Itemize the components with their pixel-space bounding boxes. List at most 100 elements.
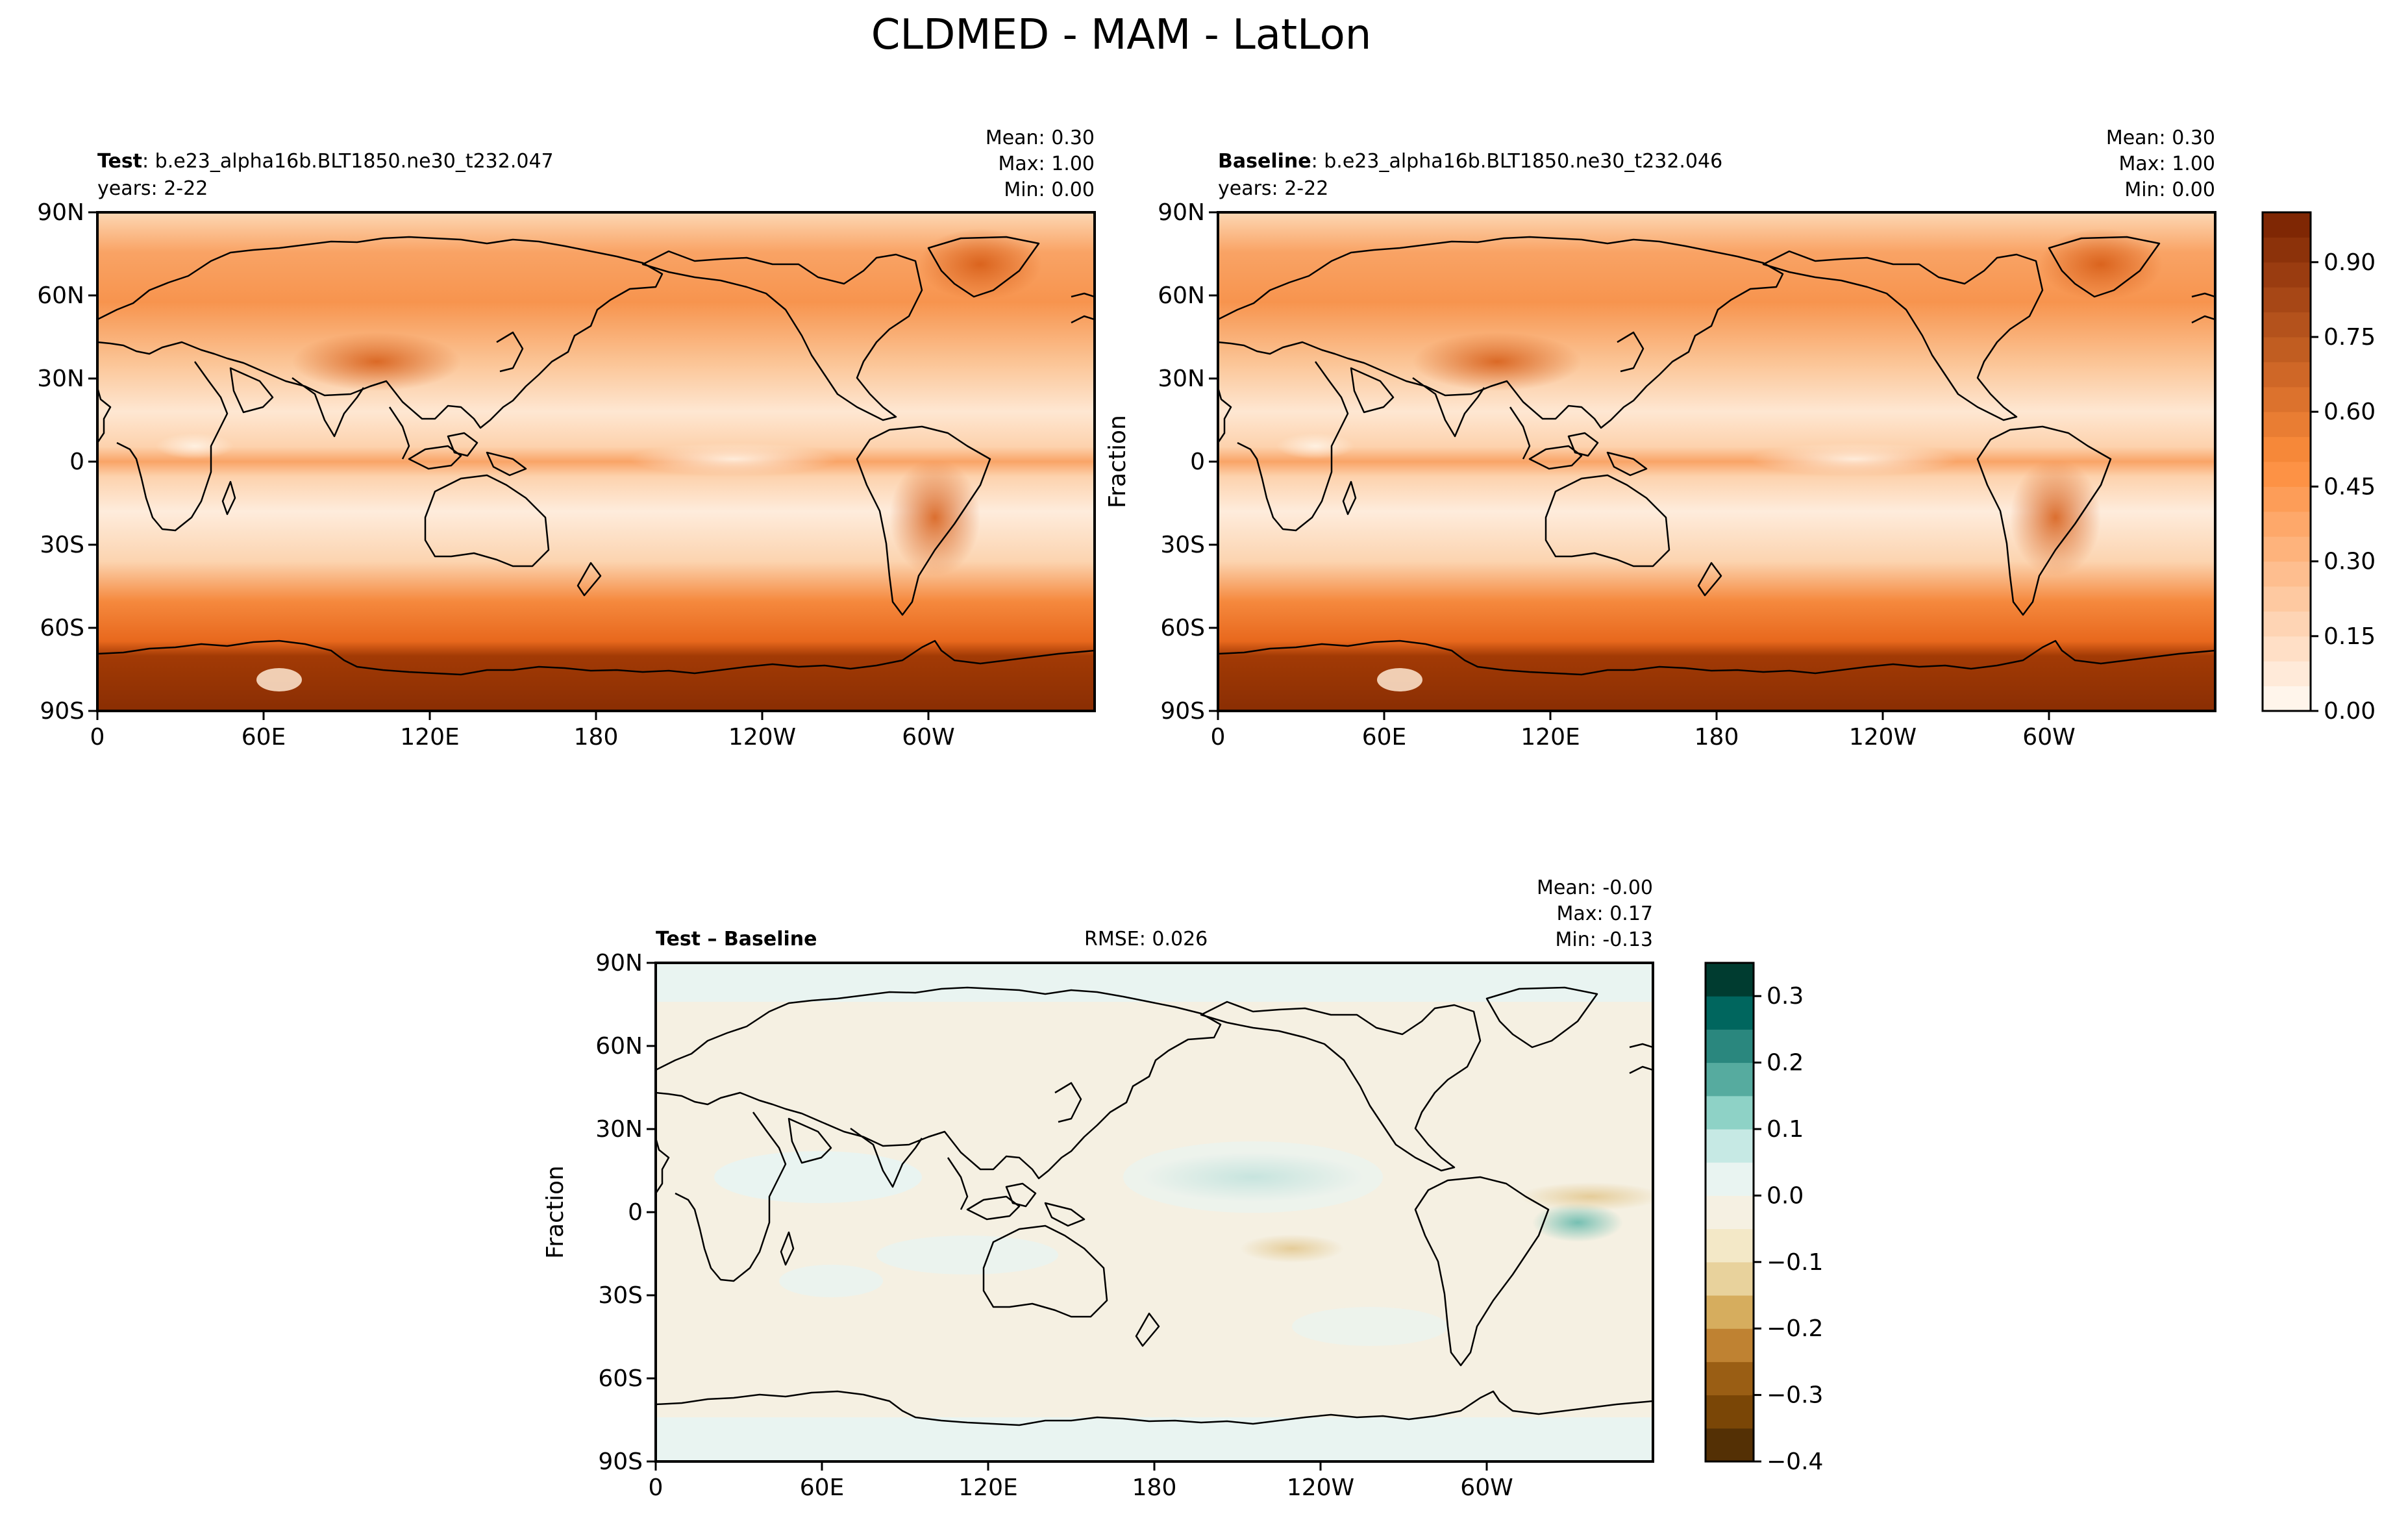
colorbar-main-swatch — [2263, 337, 2311, 362]
panel-diff-label: Test – Baseline — [656, 928, 817, 951]
colorbar-main-tick-label: 0.45 — [2324, 473, 2376, 500]
colorbar-main-frame — [2261, 211, 2312, 712]
panel-test-y-axis: 90N 60N 30N 0 30S 60S 90S — [37, 199, 97, 725]
colorbar-main-swatch — [2263, 237, 2311, 263]
panel-baseline-x-axis: 0 60E 120E 180 120W 60W — [1211, 711, 2076, 751]
colorbar-diff-swatch — [1706, 1328, 1754, 1362]
panel-diff-heatmap — [656, 963, 1653, 1461]
panel-test-label: Test: b.e23_alpha16b.BLT1850.ne30_t232.0… — [97, 150, 554, 173]
x-tick-label: 120W — [1849, 724, 1917, 751]
panel-baseline-label: Baseline: b.e23_alpha16b.BLT1850.ne30_t2… — [1218, 150, 1722, 173]
colorbar-diff-tick-label: −0.2 — [1767, 1315, 1823, 1342]
y-tick-label: 60N — [1158, 282, 1205, 309]
colorbar-diff-swatch — [1706, 1428, 1754, 1462]
y-tick-label: 60S — [1160, 615, 1205, 641]
colorbar-main-swatch — [2263, 661, 2311, 687]
panel-baseline-years: years: 2-22 — [1218, 177, 1328, 200]
colorbar-main-swatch — [2263, 586, 2311, 612]
x-tick-label: 60E — [242, 724, 286, 751]
x-tick-label: 120E — [1521, 724, 1580, 751]
colorbar-diff-tick-label: −0.3 — [1767, 1382, 1823, 1409]
y-tick-label: 0 — [1190, 449, 1205, 475]
y-tick-label: 30N — [1158, 366, 1205, 392]
colorbar-main-swatch — [2263, 462, 2311, 487]
panel-diff-rmse: RMSE: 0.026 — [1084, 928, 1208, 951]
x-tick-label: 60E — [1362, 724, 1407, 751]
x-tick-label: 180 — [1694, 724, 1739, 751]
colorbar-main-swatch — [2263, 611, 2311, 637]
panel-baseline-label-bold: Baseline — [1218, 150, 1311, 173]
colorbar-main-swatch — [2263, 312, 2311, 338]
y-tick-label: 90N — [1158, 199, 1205, 226]
panel-baseline-ylabel: Fraction — [1104, 415, 1131, 508]
x-tick-label: 180 — [574, 724, 619, 751]
panel-baseline-label-text: : b.e23_alpha16b.BLT1850.ne30_t232.046 — [1311, 150, 1723, 173]
colorbar-diff-swatch — [1706, 1095, 1754, 1130]
panel-test-stat-mean: Mean: 0.30 — [986, 127, 1095, 149]
panel-test-x-axis: 0 60E 120E 180 120W 60W — [90, 711, 955, 751]
y-tick-label: 30S — [40, 532, 84, 558]
x-tick-label: 120W — [1287, 1474, 1354, 1501]
colorbar-diff-swatch — [1706, 1129, 1754, 1163]
x-tick-label: 60W — [2022, 724, 2075, 751]
panel-diff-x-axis: 0 60E 120E 180 120W 60W — [649, 1461, 1513, 1501]
colorbar-difference: 0.3 0.2 0.1 0.0 −0.1 −0.2 −0.3 −0.4 — [1704, 962, 1823, 1475]
x-tick-label: 120E — [400, 724, 459, 751]
colorbar-main: 0.00 0.15 0.30 0.45 0.60 0.75 0.90 — [2261, 211, 2376, 725]
panel-baseline: Baseline: b.e23_alpha16b.BLT1850.ne30_t2… — [1104, 127, 2376, 751]
colorbar-diff-swatch — [1706, 1029, 1754, 1063]
colorbar-main-swatch — [2263, 536, 2311, 562]
colorbar-main-swatch — [2263, 386, 2311, 412]
colorbar-diff-tick-label: 0.0 — [1767, 1182, 1804, 1209]
colorbar-main-tick-label: 0.00 — [2324, 698, 2376, 725]
y-tick-label: 60N — [37, 282, 84, 309]
y-tick-label: 90N — [37, 199, 84, 226]
colorbar-diff-swatch — [1706, 963, 1754, 997]
colorbar-diff-swatch — [1706, 1262, 1754, 1296]
colorbar-diff-swatch — [1706, 1361, 1754, 1396]
panel-test-label-bold: Test — [97, 150, 142, 173]
panel-test-years: years: 2-22 — [97, 177, 208, 200]
y-tick-label: 0 — [69, 449, 84, 475]
panel-baseline-y-axis: 90N 60N 30N 0 30S 60S 90S — [1158, 199, 1218, 725]
panel-diff-stat-mean: Mean: -0.00 — [1537, 876, 1653, 899]
figure-title: CLDMED - MAM - LatLon — [871, 11, 1372, 59]
panel-baseline-stat-min: Min: 0.00 — [2124, 179, 2215, 201]
y-tick-label: 90S — [598, 1448, 643, 1475]
colorbar-main-swatch — [2263, 287, 2311, 313]
colorbar-diff-swatch — [1706, 1395, 1754, 1429]
colorbar-diff-swatch — [1706, 1295, 1754, 1329]
colorbar-diff-tick-label: 0.1 — [1767, 1116, 1804, 1143]
panel-baseline-stat-max: Max: 1.00 — [2119, 153, 2215, 175]
x-tick-label: 60W — [1460, 1474, 1513, 1501]
panel-baseline-heatmap — [1218, 212, 2215, 711]
colorbar-diff-swatch — [1706, 1062, 1754, 1097]
colorbar-diff-swatch — [1706, 1228, 1754, 1263]
panel-diff-stat-min: Min: -0.13 — [1556, 928, 1654, 951]
y-tick-label: 0 — [628, 1199, 643, 1226]
panel-test: Test: b.e23_alpha16b.BLT1850.ne30_t232.0… — [37, 127, 1096, 751]
colorbar-main-tick-label: 0.15 — [2324, 623, 2376, 650]
y-tick-label: 60S — [598, 1365, 643, 1392]
colorbar-main-swatch — [2263, 412, 2311, 438]
x-tick-label: 0 — [649, 1474, 664, 1501]
colorbar-main-swatch — [2263, 511, 2311, 537]
panel-diff-stat-max: Max: 0.17 — [1557, 902, 1653, 925]
y-tick-label: 60N — [595, 1033, 643, 1060]
colorbar-main-tick-label: 0.60 — [2324, 399, 2376, 425]
x-tick-label: 120W — [728, 724, 796, 751]
panel-diff-y-axis: 90N 60N 30N 0 30S 60S 90S — [595, 950, 656, 1475]
colorbar-diff-tick-label: 0.2 — [1767, 1050, 1804, 1076]
colorbar-main-tick-label: 0.30 — [2324, 549, 2376, 575]
x-tick-label: 120E — [958, 1474, 1017, 1501]
colorbar-main-swatch — [2263, 436, 2311, 462]
colorbar-main-swatch — [2263, 561, 2311, 587]
panel-test-stat-min: Min: 0.00 — [1004, 179, 1095, 201]
y-tick-label: 60S — [40, 615, 84, 641]
colorbar-diff-swatch — [1706, 1195, 1754, 1230]
colorbar-diff-tick-label: 0.3 — [1767, 983, 1804, 1010]
y-tick-label: 30N — [595, 1116, 643, 1143]
colorbar-diff-tick-label: −0.1 — [1767, 1249, 1823, 1276]
y-tick-label: 90S — [40, 698, 84, 725]
